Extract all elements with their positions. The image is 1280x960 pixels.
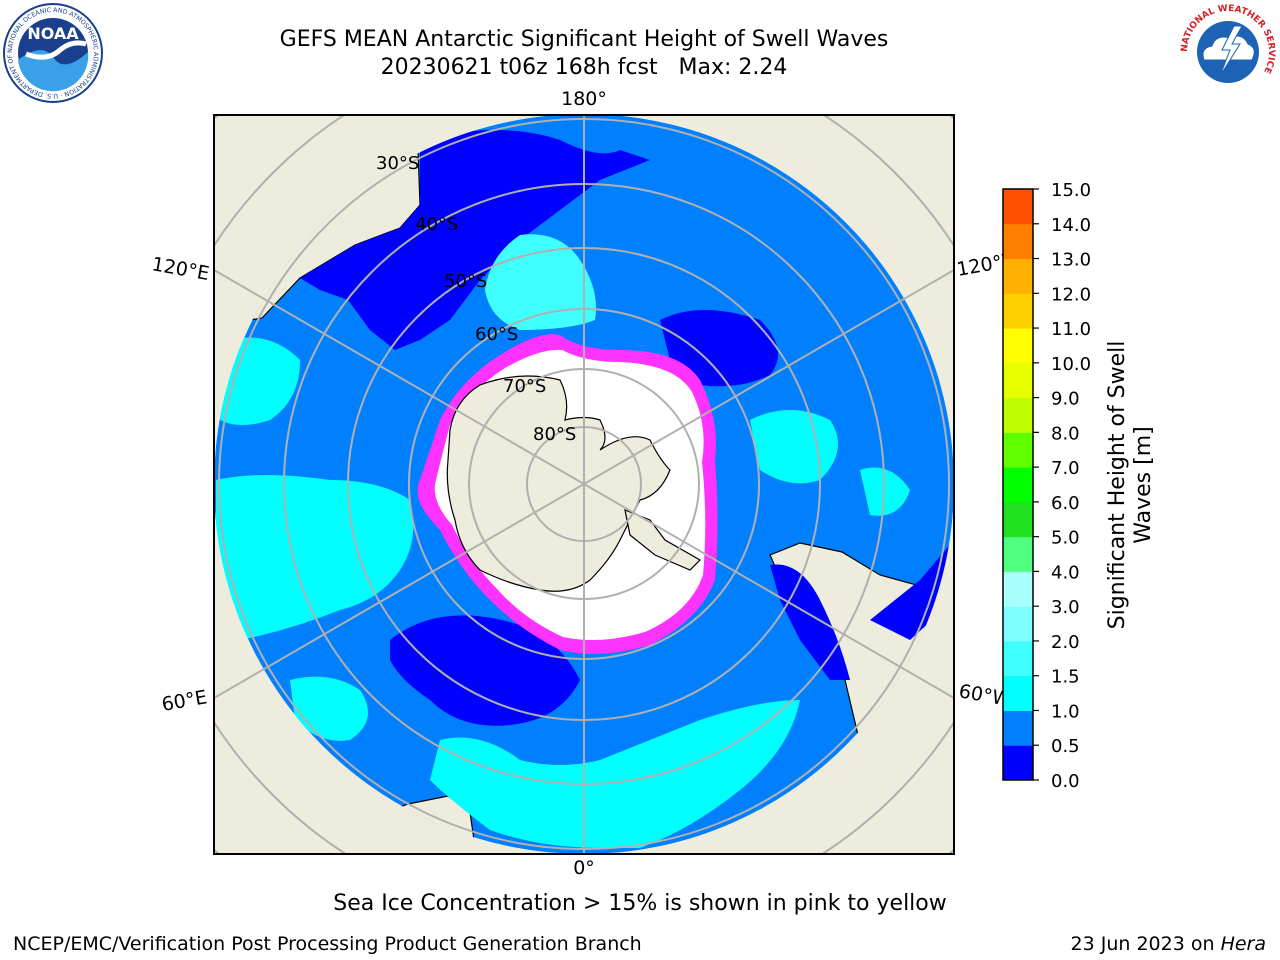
colorbar-tick-label: 13.0 xyxy=(1051,250,1091,271)
colorbar-tick-label: 0.0 xyxy=(1051,771,1080,792)
colorbar-segment xyxy=(1003,397,1033,433)
footer-date-text: 23 Jun 2023 on xyxy=(1070,933,1221,955)
lon-label-0: 0° xyxy=(573,857,595,879)
footer-date: 23 Jun 2023 on Hera xyxy=(1071,933,1266,955)
colorbar-label-line1: Significant Height of Swell xyxy=(1105,341,1130,630)
high-swell-area xyxy=(430,700,800,848)
colorbar-tick-label: 14.0 xyxy=(1051,215,1091,236)
lon-label-60e: 60°E xyxy=(160,686,209,716)
colorbar-segment xyxy=(1003,675,1033,711)
noaa-logo: NATIONAL OCEANIC AND ATMOSPHERIC ADMINIS… xyxy=(2,2,103,103)
high-swell-area xyxy=(860,467,910,516)
colorbar-tick-label: 5.0 xyxy=(1051,528,1080,549)
colorbar-segment xyxy=(1003,467,1033,503)
footer-machine: Hera xyxy=(1220,933,1266,955)
low-swell-area xyxy=(770,564,850,680)
colorbar-segment xyxy=(1003,258,1033,294)
high-swell-area xyxy=(216,475,414,640)
colorbar-segment xyxy=(1003,432,1033,468)
colorbar-tick-label: 1.0 xyxy=(1051,701,1080,722)
colorbar-segment xyxy=(1003,223,1033,260)
colorbar-tick-label: 9.0 xyxy=(1051,389,1080,410)
map-title: GEFS MEAN Antarctic Significant Height o… xyxy=(279,27,889,52)
lon-label-120e: 120°E xyxy=(150,253,211,285)
colorbar-segment xyxy=(1003,571,1033,607)
colorbar-tick-label: 12.0 xyxy=(1051,284,1091,305)
colorbar-segment xyxy=(1003,293,1033,329)
longitude-gridlines xyxy=(214,115,954,854)
lat-label-70s: 70°S xyxy=(503,376,546,397)
low-swell-area xyxy=(390,615,580,726)
nws-logo: NATIONAL WEATHER SERVICE xyxy=(1180,4,1276,100)
colorbar-tick-label: 10.0 xyxy=(1051,354,1091,375)
map-subtitle: 20230621 t06z 168h fcst Max: 2.24 xyxy=(380,55,788,80)
lat-label-50s: 50°S xyxy=(444,271,487,292)
colorbar-segment xyxy=(1003,328,1033,364)
colorbar-ticks: 0.0 0.5 1.0 1.5 2.0 3.0 4.0 5.0 6.0 7.0 8.0 9.0 10.0… xyxy=(1033,180,1091,792)
lat-label-60s: 60°S xyxy=(475,324,518,345)
colorbar-frame xyxy=(1002,188,1034,781)
antarctica-land xyxy=(446,375,671,592)
lat-label-80s: 80°S xyxy=(533,424,576,445)
map-frame xyxy=(213,114,955,855)
colorbar-tick-label: 3.0 xyxy=(1051,597,1080,618)
high-swell-area xyxy=(750,410,838,484)
lat-label-40s: 40°S xyxy=(415,214,458,235)
colorbar-tick-label: 11.0 xyxy=(1051,319,1091,340)
noaa-logo-text: NOAA xyxy=(27,24,79,43)
colorbar-segment xyxy=(1003,745,1033,781)
colorbar-tick-label: 4.0 xyxy=(1051,562,1080,583)
colorbar-segment xyxy=(1003,710,1033,746)
colorbar-tick-label: 8.0 xyxy=(1051,423,1080,444)
lat-label-30s: 30°S xyxy=(376,153,419,174)
colorbar-tick-label: 15.0 xyxy=(1051,180,1091,201)
colorbar-tick-label: 0.5 xyxy=(1051,736,1080,757)
colorbar-segment xyxy=(1003,640,1033,677)
colorbar-tick-label: 1.5 xyxy=(1051,667,1080,688)
footer-credit: NCEP/EMC/Verification Post Processing Pr… xyxy=(13,933,642,955)
colorbar-segment xyxy=(1003,536,1033,572)
colorbar-segment xyxy=(1003,189,1033,225)
colorbar-segment xyxy=(1003,501,1033,538)
colorbar-label-line2: Waves [m] xyxy=(1131,426,1156,543)
lon-label-180: 180° xyxy=(561,88,607,110)
colorbar-tick-label: 2.0 xyxy=(1051,632,1080,653)
sea-ice-annotation: Sea Ice Concentration > 15% is shown in … xyxy=(333,891,947,916)
colorbar-tick-label: 6.0 xyxy=(1051,493,1080,514)
colorbar-segment xyxy=(1003,362,1033,399)
colorbar xyxy=(1003,189,1033,781)
low-swell-area xyxy=(660,310,778,387)
colorbar-tick-label: 7.0 xyxy=(1051,458,1080,479)
colorbar-segment xyxy=(1003,606,1033,642)
